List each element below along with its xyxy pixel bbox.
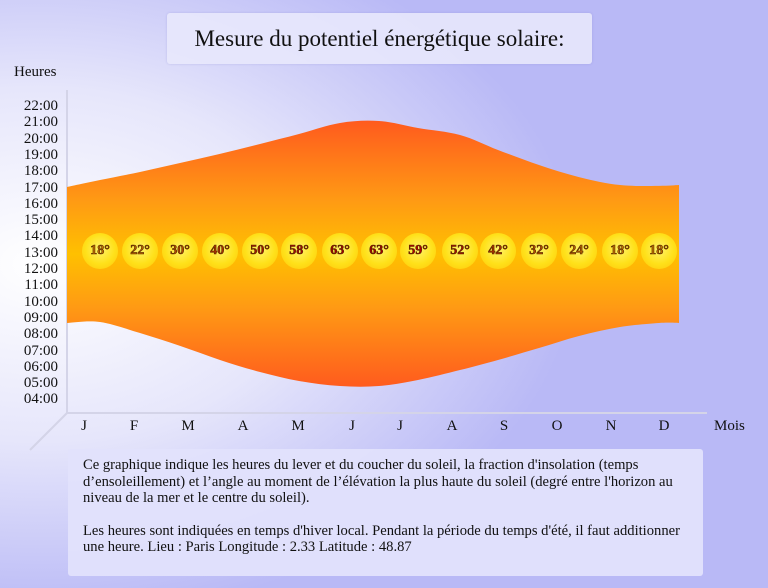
sun-elevation-marker: 18° — [641, 233, 677, 269]
x-tick-label: M — [181, 418, 195, 434]
y-tick-label: 04:00 — [23, 391, 58, 408]
y-tick-label: 13:00 — [23, 244, 58, 261]
sun-elevation-marker: 18° — [602, 233, 638, 269]
x-tick-label: A — [237, 418, 249, 434]
x-tick-label: S — [499, 418, 509, 434]
sun-elevation-marker: 52° — [442, 233, 478, 269]
y-tick-label: 18:00 — [23, 163, 58, 180]
x-tick-label: M — [291, 418, 305, 434]
sun-elevation-marker: 32° — [521, 233, 557, 269]
x-axis-label: Mois — [714, 418, 745, 434]
y-tick-label: 21:00 — [23, 114, 58, 131]
x-tick-label: O — [551, 418, 563, 434]
y-tick-label: 12:00 — [23, 261, 58, 277]
x-tick-label: N — [605, 418, 617, 434]
sun-elevation-marker: 30° — [162, 233, 198, 269]
y-tick-label: 10:00 — [23, 293, 58, 310]
x-tick-label: J — [397, 418, 403, 434]
y-tick-label: 17:00 — [23, 179, 58, 196]
y-axis-label: Heures — [14, 64, 57, 80]
x-tick-label: J — [81, 418, 87, 434]
y-tick-label: 15:00 — [23, 212, 58, 229]
x-tick-label: D — [658, 418, 670, 434]
sun-elevation-marker: 59° — [400, 233, 436, 269]
x-tick-label: A — [446, 418, 458, 434]
y-tick-label: 06:00 — [23, 358, 58, 375]
y-tick-label: 22:00 — [23, 98, 58, 114]
info-paragraph-2: Les heures sont indiquées en temps d'hiv… — [83, 522, 680, 556]
info-paragraph-1: Ce graphique indique les heures du lever… — [83, 457, 673, 506]
y-tick-label: 20:00 — [23, 130, 58, 147]
y-tick-label: 16:00 — [23, 195, 58, 212]
y-tick-label: 14:00 — [23, 228, 58, 245]
sun-elevation-marker: 40° — [202, 233, 238, 269]
y-tick-label: 07:00 — [23, 342, 58, 359]
sun-elevation-marker: 58° — [281, 233, 317, 269]
x-tick-label: F — [129, 418, 139, 434]
y-tick-label: 05:00 — [23, 375, 58, 392]
y-tick-label: 19:00 — [23, 146, 58, 163]
y-tick-label: 08:00 — [23, 326, 58, 343]
sun-elevation-marker: 24° — [561, 233, 597, 269]
y-tick-label: 11:00 — [24, 277, 58, 294]
sun-elevation-marker: 18° — [82, 233, 118, 269]
sun-elevation-marker: 63° — [322, 233, 358, 269]
sun-elevation-marker: 22° — [122, 233, 158, 269]
chart-title-text: Mesure du potentiel énergétique solaire: — [194, 25, 565, 51]
sun-elevation-marker: 63° — [361, 233, 397, 269]
sun-elevation-marker: 42° — [480, 233, 516, 269]
info-box: Ce graphique indique les heures du lever… — [68, 449, 703, 576]
x-tick-label: J — [349, 418, 355, 434]
y-tick-label: 09:00 — [23, 309, 58, 326]
axis-perspective-line — [29, 412, 68, 451]
sun-elevation-marker: 50° — [242, 233, 278, 269]
chart-title: Mesure du potentiel énergétique solaire: — [167, 13, 592, 64]
